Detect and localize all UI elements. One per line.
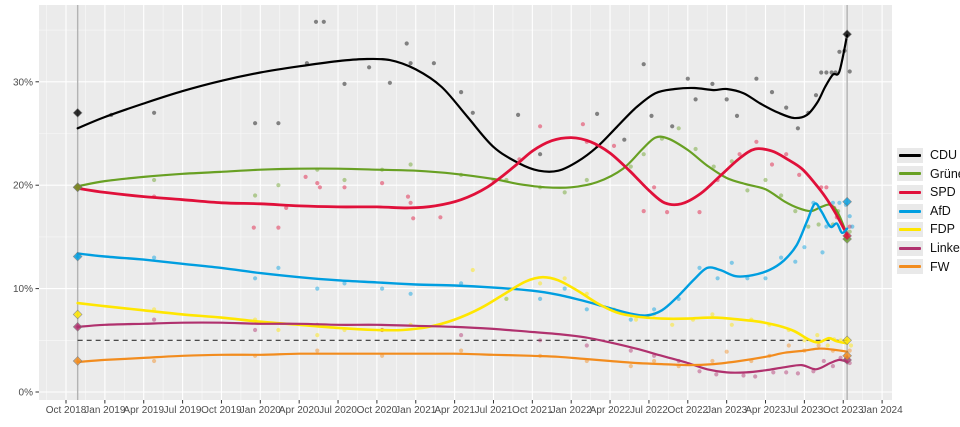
legend-label: FDP: [930, 222, 955, 237]
afd-key-icon: [897, 203, 923, 219]
spd-key-icon: [897, 184, 923, 200]
x-tick-label: Jan 2019: [84, 405, 126, 416]
legend-label: FW: [930, 259, 950, 274]
x-tick-label: Apr 2023: [745, 405, 786, 416]
major-gridlines: [39, 5, 892, 400]
x-tick-label: Jul 2022: [630, 405, 668, 416]
legend-label: SPD: [930, 185, 956, 200]
election-result-marker-AfD: [842, 196, 852, 207]
election-result-marker-Linke: [72, 322, 83, 332]
election-result-marker-FDP: [842, 335, 852, 346]
x-tick-label: Apr 2021: [434, 405, 475, 416]
election-result-marker-CDU: [72, 107, 83, 118]
x-tick-label: Oct 2022: [667, 405, 708, 416]
y-tick-label: 0%: [19, 388, 34, 399]
election-result-markers: [842, 29, 852, 365]
x-tick-label: Apr 2019: [123, 405, 164, 416]
x-tick-label: Oct 2021: [512, 405, 553, 416]
legend: CDU Grüne SPD AfD FDP Linke FW: [897, 146, 960, 276]
fw-key-icon: [897, 259, 923, 275]
legend-label: AfD: [930, 203, 951, 218]
poll-points-AfD: [75, 200, 855, 322]
x-tick-label: Jan 2021: [395, 405, 437, 416]
election-result-marker-FW: [72, 356, 83, 366]
plot-panel: [39, 5, 892, 400]
legend-label: Linke: [930, 241, 960, 256]
election-result-markers: [72, 107, 83, 366]
x-tick-label: Oct 2023: [823, 405, 864, 416]
x-tick-label: Apr 2020: [279, 405, 320, 416]
legend-item-cdu: CDU: [897, 146, 960, 165]
x-tick-label: Jan 2023: [706, 405, 748, 416]
fdp-key-icon: [897, 222, 923, 238]
x-tick-label: Oct 2018: [46, 405, 87, 416]
x-tick-label: Jul 2019: [164, 405, 202, 416]
x-tick-label: Jan 2020: [240, 405, 282, 416]
x-tick-label: Apr 2022: [590, 405, 631, 416]
election-result-marker-FW: [842, 350, 852, 361]
election-result-marker-SPD: [842, 231, 852, 241]
legend-item-gruene: Grüne: [897, 165, 960, 184]
trend-line-FW: [76, 347, 849, 367]
x-tick-label: Jul 2023: [785, 405, 823, 416]
gruene-key-icon: [897, 166, 923, 182]
legend-item-spd: SPD: [897, 183, 960, 202]
x-tick-label: Jan 2024: [862, 405, 904, 416]
election-result-marker-AfD: [72, 251, 83, 262]
election-result-marker-CDU: [842, 29, 852, 40]
y-tick-label: 20%: [13, 181, 33, 192]
election-result-marker-FDP: [72, 309, 83, 320]
legend-item-fw: FW: [897, 258, 960, 277]
legend-label: Grüne: [930, 166, 960, 181]
trend-line-AfD: [76, 202, 849, 317]
x-tick-label: Jul 2020: [319, 405, 357, 416]
legend-item-fdp: FDP: [897, 220, 960, 239]
x-tick-label: Jan 2022: [551, 405, 593, 416]
y-tick-label: 10%: [13, 284, 33, 295]
legend-item-afd: AfD: [897, 202, 960, 221]
x-tick-label: Oct 2019: [201, 405, 242, 416]
legend-label: CDU: [930, 148, 958, 163]
linke-key-icon: [897, 240, 923, 256]
trend-line-Grüne: [76, 135, 849, 236]
cdu-key-icon: [897, 147, 923, 163]
trend-line-CDU: [76, 34, 849, 173]
trend-line-SPD: [76, 136, 849, 237]
election-result-marker-Grüne: [72, 182, 83, 193]
y-tick-label: 30%: [13, 77, 33, 88]
trend-line-FDP: [76, 275, 849, 345]
trend-line-Linke: [76, 321, 849, 374]
legend-item-linke: Linke: [897, 239, 960, 258]
x-tick-label: Jul 2021: [475, 405, 513, 416]
x-tick-label: Oct 2020: [357, 405, 398, 416]
